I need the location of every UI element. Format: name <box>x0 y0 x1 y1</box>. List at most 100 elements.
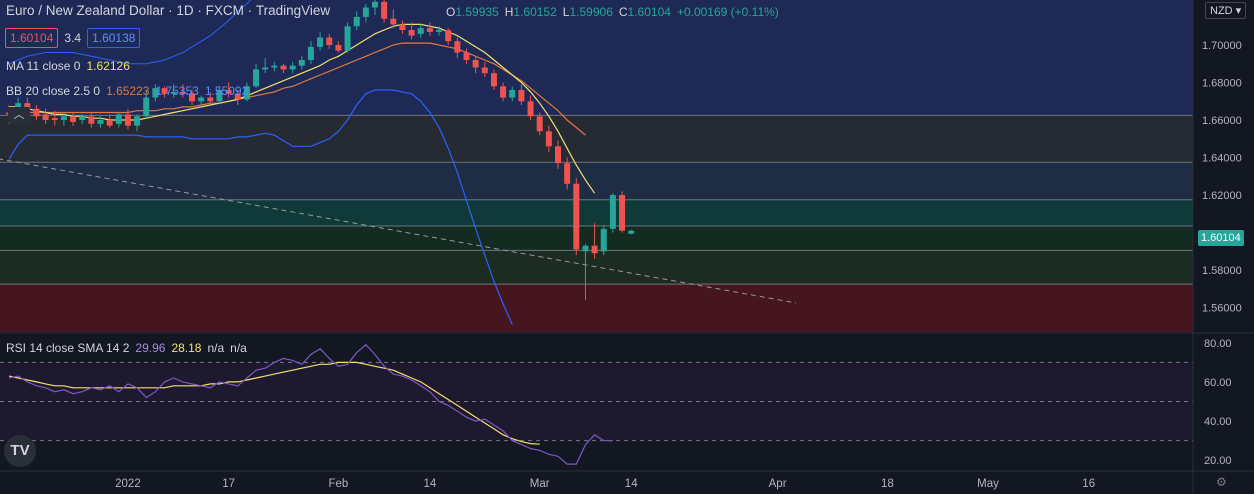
candle-body-15 <box>143 97 150 117</box>
ohlc-readout: O1.59935 H1.60152 L1.59906 C1.60104 +0.0… <box>446 5 779 19</box>
candle-body-12 <box>115 114 122 124</box>
candle-body-34 <box>317 37 324 47</box>
separator-2: · <box>193 3 206 18</box>
candle-body-59 <box>545 131 552 147</box>
chevron-up-icon: ︿ <box>13 109 25 121</box>
candle-body-21 <box>198 97 205 102</box>
buy-sell-panel: 1.60104 3.4 1.60138 <box>5 28 141 48</box>
candle-body-9 <box>88 116 95 124</box>
interval-label[interactable]: 1D <box>176 3 194 18</box>
time-tick-label: Feb <box>328 478 348 490</box>
candle-body-65 <box>600 228 607 252</box>
open-label: O <box>446 5 456 19</box>
candle-body-29 <box>271 65 278 68</box>
price-tick-label: 1.56000 <box>1202 303 1242 315</box>
separator-1: · <box>164 3 177 18</box>
bb-lower-value: 1.55092 <box>204 84 249 98</box>
candle-body-52 <box>481 67 488 74</box>
time-tick-label: May <box>977 478 999 490</box>
candle-body-7 <box>70 116 77 122</box>
time-tick-label: Apr <box>769 478 787 490</box>
candle-body-53 <box>490 73 497 87</box>
candle-body-67 <box>619 195 626 231</box>
low-value: 1.59906 <box>569 5 613 19</box>
candle-body-64 <box>591 245 598 254</box>
candle-body-46 <box>426 28 433 32</box>
separator-3: · <box>243 3 256 18</box>
time-tick-label: 14 <box>625 478 638 490</box>
price-zone-2 <box>0 162 1193 200</box>
price-tick-label: 1.58000 <box>1202 265 1242 277</box>
currency-label: NZD <box>1210 5 1233 17</box>
candle-body-32 <box>298 60 305 66</box>
candle-body-63 <box>582 245 589 252</box>
rsi-value: 29.96 <box>135 341 166 355</box>
rsi-legend[interactable]: RSI 14 close SMA 14 2 29.96 28.18 n/a n/… <box>6 341 247 355</box>
symbol-header: Euro / New Zealand Dollar · 1D · FXCM · … <box>6 3 330 18</box>
rsi-sma-value: 28.18 <box>171 341 202 355</box>
close-label: C <box>618 5 628 19</box>
candle-body-18 <box>170 91 177 94</box>
candle-body-35 <box>326 37 333 46</box>
candle-body-19 <box>179 91 186 94</box>
price-zone-5 <box>0 250 1193 285</box>
rsi-sma-line <box>8 361 540 445</box>
candle-body-45 <box>417 28 424 34</box>
rsi-name: RSI 14 close SMA 14 2 <box>6 341 130 355</box>
candle-body-27 <box>253 69 260 87</box>
price-tick-label: 1.62000 <box>1202 190 1242 202</box>
rsi-tick-label: 20.00 <box>1204 455 1232 467</box>
candle-body-13 <box>124 114 131 126</box>
candle-body-44 <box>408 30 415 36</box>
symbol-name[interactable]: Euro / New Zealand Dollar <box>6 3 165 18</box>
sell-button[interactable]: 1.60104 <box>5 28 59 48</box>
change-value: +0.00169 (+0.11%) <box>676 5 779 19</box>
candle-body-43 <box>399 24 406 31</box>
candle-body-55 <box>509 90 516 98</box>
price-tick-label: 1.70000 <box>1202 40 1242 52</box>
candle-body-16 <box>152 88 159 98</box>
bb-legend[interactable]: BB 20 close 2.5 0 1.65223 1.75353 1.5509… <box>6 84 248 98</box>
candle-body-42 <box>390 18 397 25</box>
ma-name: MA 11 close 0 <box>6 59 81 73</box>
candle-body-57 <box>527 101 534 117</box>
bb-lower-line <box>8 89 513 325</box>
ma-value: 1.62126 <box>86 59 130 73</box>
exchange-label: FXCM <box>205 3 244 18</box>
time-tick-label: 14 <box>424 478 437 490</box>
candle-body-10 <box>97 120 104 124</box>
buy-button[interactable]: 1.60138 <box>87 28 141 48</box>
bb-upper-line <box>8 0 252 65</box>
current-price-label: 1.60104 <box>1198 230 1244 246</box>
rsi-line <box>8 343 613 465</box>
time-tick-label: 16 <box>1082 478 1095 490</box>
candle-body-11 <box>106 120 113 126</box>
collapse-legend-button[interactable]: ︿ <box>8 107 30 123</box>
time-tick-label: 18 <box>881 478 894 490</box>
trendline <box>0 158 796 304</box>
rsi-extra-1: n/a <box>207 341 225 355</box>
tradingview-logo-icon[interactable]: TV <box>4 435 36 467</box>
rsi-tick-label: 60.00 <box>1204 377 1232 389</box>
candle-body-4 <box>42 114 49 121</box>
ma-line <box>9 23 596 194</box>
candle-body-60 <box>555 146 561 164</box>
ma-legend[interactable]: MA 11 close 0 1.62126 <box>6 59 130 73</box>
candle-body-24 <box>225 90 232 94</box>
candle-body-25 <box>234 93 241 100</box>
candle-body-37 <box>344 26 351 51</box>
candle-body-30 <box>280 65 287 70</box>
price-tick-label: 1.64000 <box>1202 153 1242 165</box>
high-value: 1.60152 <box>513 5 557 19</box>
candle-body-61 <box>564 163 571 184</box>
gear-icon[interactable]: ⚙ <box>1216 475 1227 489</box>
candle-body-20 <box>189 93 195 102</box>
candle-body-51 <box>472 60 479 68</box>
candle-body-17 <box>161 88 168 94</box>
candle-body-3 <box>33 108 40 117</box>
candle-body-8 <box>79 116 86 121</box>
chevron-down-icon: ▾ <box>1235 5 1242 17</box>
currency-selector[interactable]: NZD ▾ <box>1205 2 1247 19</box>
